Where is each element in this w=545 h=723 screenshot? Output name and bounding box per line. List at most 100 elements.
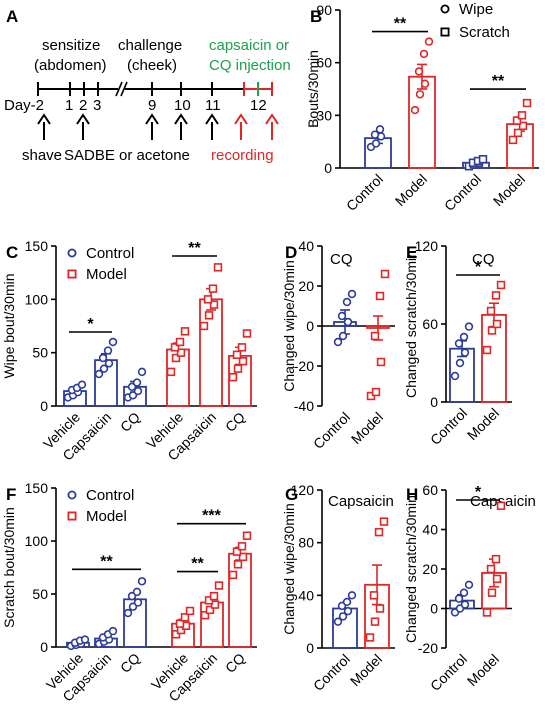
chart-g-title: Capsaicin: [328, 493, 394, 510]
chart-c-point-1-5: [108, 337, 118, 347]
chart-c-point-1-0: [94, 369, 104, 379]
chart-h-point-0-5: [464, 580, 474, 589]
chart-h-point-1-0: [482, 608, 492, 617]
chart-h-y-tick-label-3: 40: [422, 522, 438, 538]
chart-b-point-1-5: [424, 37, 434, 46]
chart-g-point-1-5: [379, 517, 389, 526]
panel-a-timeline: A sensitize (abdomen) challenge (cheek) …: [4, 7, 291, 164]
chart-c-point-3-5: [180, 327, 190, 336]
chart-h-category-0: Control: [427, 651, 470, 694]
chart-f-y-tick-label-3: 150: [25, 480, 49, 496]
chart-e-y-tick-label-1: 60: [422, 316, 438, 332]
chart-b-y-tick-label-1: 30: [316, 107, 332, 123]
chart-c-point-3-2: [176, 348, 186, 357]
chart-e-point-1-3: [486, 306, 496, 316]
chart-b-point-1-3: [414, 67, 424, 76]
arrow-4-icon: [205, 113, 219, 125]
chart-f-point-4-3: [204, 596, 214, 605]
chart-b-category-3: Model: [490, 171, 528, 209]
chart-d-category-1: Model: [348, 409, 386, 447]
injection-label-2: CQ injection: [209, 57, 291, 74]
chart-c-legend-label-0: Control: [86, 245, 134, 262]
chart-d-point-0-5: [347, 289, 357, 299]
chart-d-point-0-2: [343, 317, 353, 327]
chart-f-point-2-4: [132, 587, 142, 597]
chart-d-point-1-1: [371, 387, 381, 397]
chart-c-point-1-3: [98, 353, 108, 363]
chart-b-sig-label-0: **: [394, 16, 407, 33]
chart-e-panel-label: E: [406, 243, 417, 262]
chart-g-y-label: Changed wipe/30min: [281, 503, 297, 635]
timeline-arrows: [37, 113, 279, 140]
chart-b-legend-marker-1: [440, 27, 450, 37]
chart-h-y-label: Changed scratch/30min: [403, 495, 419, 643]
chart-b-sig-label-1: **: [492, 73, 505, 90]
chart-b-point-0-3: [370, 130, 380, 139]
chart-e-sig-label-0: *: [475, 259, 482, 276]
chart-c-point-1-2: [104, 359, 114, 368]
chart-e-y-tick-label-0: 0: [430, 394, 438, 410]
chart-d-panel-label: D: [285, 243, 297, 262]
chart-f-y-tick-label-0: 0: [40, 639, 48, 655]
chart-d-point-0-0: [333, 337, 343, 347]
chart-f-point-2-5: [137, 577, 147, 586]
chart-e-point-0-0: [450, 371, 460, 381]
chart-g-point-1-0: [365, 633, 375, 642]
chart-g-point-0-2: [343, 606, 353, 616]
chart-g-category-0: Control: [310, 651, 353, 694]
chart-b-point-1-4: [419, 49, 429, 59]
chart-h-category-1: Model: [464, 651, 502, 689]
chart-e-point-1-2: [492, 319, 502, 329]
chart-b-category-0: Control: [343, 171, 386, 214]
chart-b-point-3-4: [517, 111, 527, 120]
chart-h-y-tick-label-4: 60: [422, 482, 438, 498]
chart-g-point-1-3: [369, 591, 379, 600]
chart-d-point-0-4: [342, 297, 352, 307]
chart-b-bar-1: [408, 75, 436, 169]
chart-c-point-4-0: [199, 321, 209, 331]
chart-f-point-5-1: [233, 560, 243, 569]
chart-f-point-5-4: [237, 542, 247, 551]
chart-f-legend-label-1: Model: [86, 508, 127, 525]
chart-g-point-1-2: [375, 604, 385, 613]
day-2: 2: [79, 97, 87, 114]
chart-f-point-5-5: [242, 531, 252, 540]
chart-f-sig-label-2: ***: [202, 508, 221, 525]
chart-e-y-label: Changed scratch/30min: [403, 250, 419, 398]
chart-f-panel-label: F: [6, 485, 16, 504]
chart-f-point-2-2: [133, 598, 143, 607]
chart-f-y-label: Scratch bout/30min: [1, 507, 17, 628]
arrow-6-icon: [265, 113, 279, 125]
chart-b-point-3-3: [512, 116, 522, 125]
chart-c-point-5-2: [238, 356, 248, 366]
chart-c-point-2-4: [132, 378, 142, 387]
chart-b-point-3-1: [513, 128, 523, 138]
chart-b-panel-label: B: [310, 7, 322, 26]
chart-f-point-3-3: [175, 619, 185, 628]
chart-e-point-1-4: [491, 291, 501, 300]
chart-e-point-0-3: [454, 339, 464, 348]
timeline-ticks: [37, 82, 273, 96]
chart-e-point-0-4: [459, 332, 469, 342]
chart-g-point-0-1: [338, 612, 348, 621]
recording-label: recording: [211, 147, 274, 164]
chart-f-point-4-2: [210, 600, 220, 609]
day-12: 12: [250, 97, 267, 114]
chart-f-category-2: CQ: [117, 650, 143, 676]
chart-d-point-0-3: [337, 311, 347, 321]
chart-f-legend-label-0: Control: [86, 487, 134, 504]
chart-f-point-2-0: [123, 608, 133, 618]
chart-g-point-0-5: [347, 591, 357, 600]
chart-f-point-4-0: [200, 610, 210, 620]
chart-f-point-3-5: [185, 606, 195, 616]
chart-f-point-4-5: [214, 581, 224, 590]
chart-g-panel-label: G: [285, 485, 298, 504]
chart-b-legend-label-0: Wipe: [459, 1, 493, 18]
chart-c-sig-label-1: **: [188, 240, 201, 257]
chart-c-y-tick-label-2: 100: [25, 291, 49, 307]
chart-d-y-tick-label-4: 40: [298, 238, 314, 254]
chart-b-point-2-5: [478, 155, 488, 164]
